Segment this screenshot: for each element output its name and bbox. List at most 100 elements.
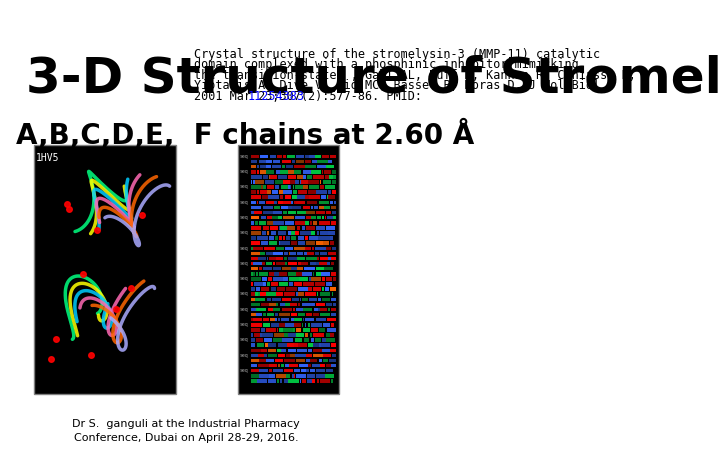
Bar — [269, 241, 277, 245]
Bar — [251, 267, 258, 270]
Bar — [289, 379, 299, 382]
Bar — [318, 221, 330, 225]
Bar — [312, 379, 315, 382]
Bar — [320, 252, 328, 255]
Bar — [328, 252, 336, 255]
Bar — [325, 277, 333, 281]
Bar — [309, 195, 320, 199]
Bar — [251, 221, 254, 225]
Text: seq: seq — [239, 154, 248, 159]
Bar — [254, 211, 262, 214]
Bar — [262, 195, 268, 199]
Bar — [273, 369, 283, 373]
Bar — [306, 369, 309, 373]
Bar — [306, 359, 310, 362]
Bar — [317, 216, 322, 220]
Bar — [297, 175, 302, 179]
Bar — [288, 262, 297, 266]
Bar — [279, 190, 282, 194]
Bar — [303, 308, 312, 311]
Bar — [254, 333, 260, 337]
Bar — [269, 236, 274, 240]
Bar — [267, 190, 271, 194]
Bar — [292, 160, 294, 163]
Bar — [251, 252, 260, 255]
Bar — [302, 302, 312, 306]
Bar — [315, 247, 325, 250]
Bar — [266, 170, 274, 174]
Bar — [305, 247, 311, 250]
Bar — [320, 195, 326, 199]
Text: seq: seq — [239, 230, 248, 235]
Bar — [322, 277, 325, 281]
Bar — [266, 201, 274, 204]
Bar — [251, 241, 260, 245]
Text: seq: seq — [239, 169, 248, 174]
Bar — [331, 313, 336, 316]
Bar — [315, 318, 326, 321]
Bar — [253, 318, 261, 321]
Bar — [294, 282, 300, 286]
Bar — [318, 256, 319, 260]
Bar — [306, 241, 315, 245]
Bar — [256, 221, 258, 225]
Bar — [269, 369, 272, 373]
Bar — [251, 282, 253, 286]
Bar — [260, 190, 267, 194]
Bar — [287, 343, 294, 347]
Bar — [269, 302, 276, 306]
Bar — [276, 292, 283, 296]
Bar — [251, 170, 256, 174]
Bar — [251, 211, 253, 214]
Bar — [300, 180, 301, 184]
Bar — [270, 226, 278, 230]
Bar — [251, 206, 261, 209]
Bar — [305, 165, 316, 168]
Bar — [319, 206, 323, 209]
Bar — [312, 170, 321, 174]
Bar — [269, 175, 270, 179]
Bar — [323, 354, 331, 357]
Bar — [266, 359, 274, 362]
Bar — [297, 313, 305, 316]
Bar — [272, 216, 278, 220]
Bar — [290, 185, 292, 189]
Bar — [251, 379, 257, 382]
Bar — [274, 262, 275, 266]
Bar — [309, 236, 318, 240]
Bar — [320, 379, 330, 382]
Bar — [280, 226, 287, 230]
Bar — [251, 231, 261, 235]
Bar — [297, 333, 305, 337]
Bar — [326, 364, 330, 367]
Bar — [258, 256, 266, 260]
Bar — [264, 338, 271, 342]
Bar — [276, 374, 286, 378]
Bar — [310, 277, 311, 281]
Bar — [275, 185, 279, 189]
Bar — [285, 247, 293, 250]
Bar — [305, 256, 311, 260]
Bar — [298, 190, 307, 194]
Bar — [333, 180, 336, 184]
Bar — [307, 211, 315, 214]
Bar — [268, 379, 276, 382]
Bar — [330, 333, 334, 337]
Bar — [310, 206, 313, 209]
Bar — [276, 379, 279, 382]
Bar — [302, 323, 303, 327]
Bar — [305, 236, 308, 240]
Bar — [278, 231, 287, 235]
Bar — [319, 262, 327, 266]
Bar — [283, 201, 291, 204]
Bar — [314, 206, 318, 209]
Bar — [301, 369, 305, 373]
Bar — [266, 313, 274, 316]
Bar — [279, 379, 282, 382]
Bar — [253, 180, 255, 184]
Bar — [297, 267, 303, 270]
Bar — [310, 262, 316, 266]
Bar — [328, 195, 335, 199]
Bar — [312, 160, 317, 163]
Bar — [279, 175, 287, 179]
